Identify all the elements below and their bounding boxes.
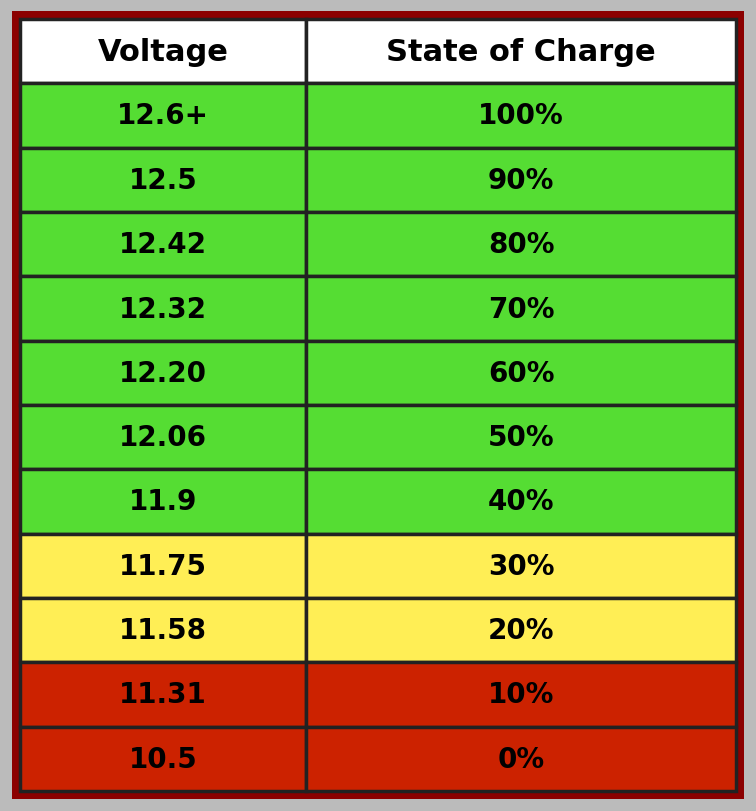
Text: 100%: 100% bbox=[479, 102, 564, 131]
Text: 12.6+: 12.6+ bbox=[117, 102, 209, 131]
Bar bbox=[20, 470, 306, 534]
Bar bbox=[306, 84, 736, 148]
Text: 20%: 20% bbox=[488, 616, 554, 645]
Bar bbox=[20, 406, 306, 470]
Text: 12.42: 12.42 bbox=[119, 231, 207, 259]
Bar bbox=[306, 148, 736, 212]
Bar bbox=[306, 406, 736, 470]
Text: 10.5: 10.5 bbox=[129, 745, 197, 773]
Bar bbox=[20, 277, 306, 341]
Bar bbox=[306, 663, 736, 727]
Bar bbox=[306, 534, 736, 599]
Bar bbox=[306, 341, 736, 406]
Text: 0%: 0% bbox=[497, 745, 545, 773]
Bar bbox=[306, 277, 736, 341]
Bar bbox=[20, 148, 306, 212]
Bar bbox=[20, 212, 306, 277]
Bar bbox=[20, 84, 306, 148]
Bar bbox=[20, 341, 306, 406]
Bar bbox=[306, 20, 736, 84]
Bar bbox=[20, 534, 306, 599]
Text: 11.75: 11.75 bbox=[119, 552, 207, 580]
Text: 10%: 10% bbox=[488, 680, 554, 709]
Bar bbox=[20, 20, 306, 84]
Bar bbox=[306, 470, 736, 534]
Text: 80%: 80% bbox=[488, 231, 554, 259]
Text: 90%: 90% bbox=[488, 166, 554, 195]
Text: State of Charge: State of Charge bbox=[386, 37, 656, 67]
Text: 11.31: 11.31 bbox=[119, 680, 207, 709]
Text: 12.20: 12.20 bbox=[119, 359, 207, 388]
Text: 60%: 60% bbox=[488, 359, 554, 388]
Bar bbox=[306, 727, 736, 791]
Bar bbox=[20, 599, 306, 663]
Text: 12.06: 12.06 bbox=[119, 423, 207, 452]
Text: Voltage: Voltage bbox=[98, 37, 228, 67]
Text: 11.9: 11.9 bbox=[129, 488, 197, 516]
Text: 12.5: 12.5 bbox=[129, 166, 197, 195]
Text: 30%: 30% bbox=[488, 552, 554, 580]
Text: 40%: 40% bbox=[488, 488, 554, 516]
Bar bbox=[20, 727, 306, 791]
Text: 50%: 50% bbox=[488, 423, 554, 452]
Text: 70%: 70% bbox=[488, 295, 554, 323]
Text: 11.58: 11.58 bbox=[119, 616, 207, 645]
Text: 12.32: 12.32 bbox=[119, 295, 207, 323]
Bar bbox=[306, 599, 736, 663]
Bar bbox=[306, 212, 736, 277]
Bar bbox=[20, 663, 306, 727]
